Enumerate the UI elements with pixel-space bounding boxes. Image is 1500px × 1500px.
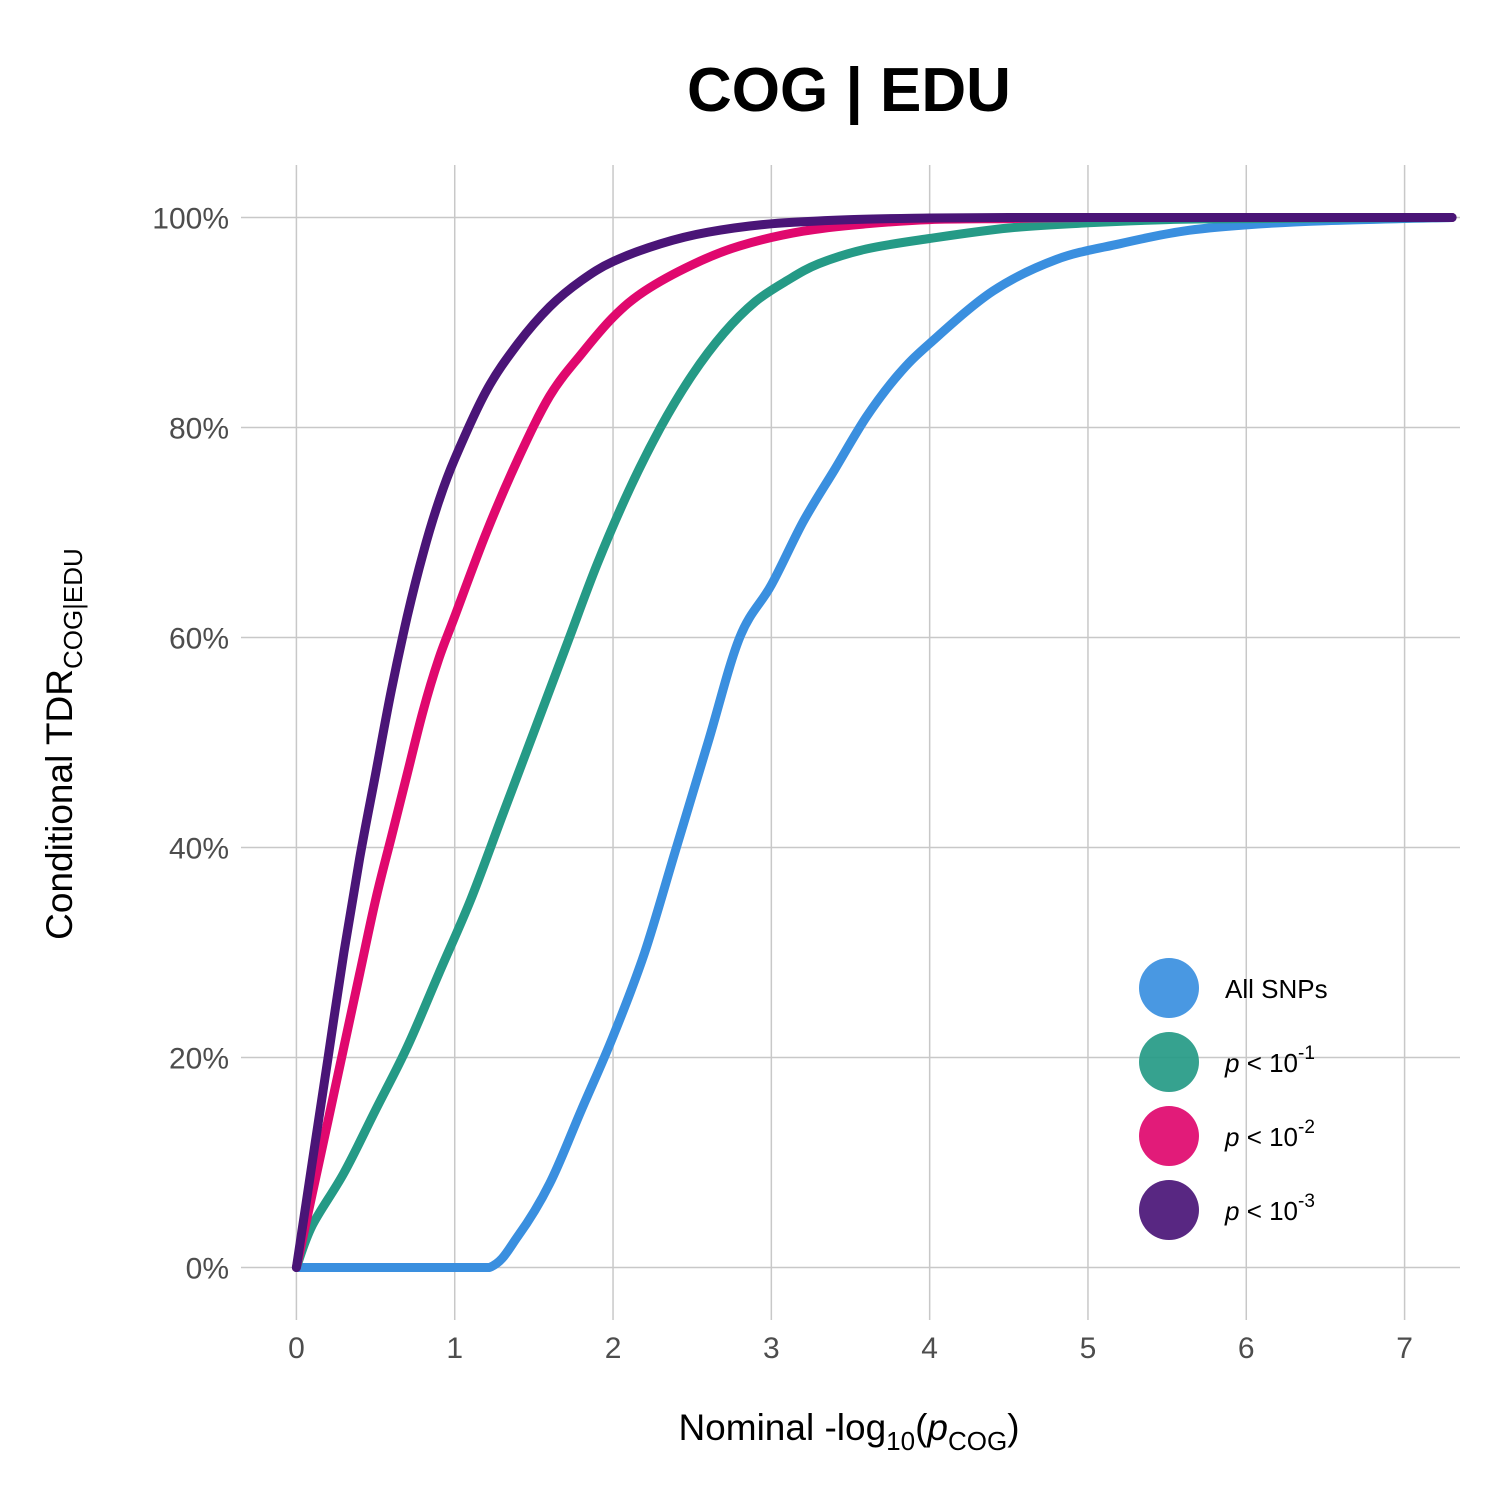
legend: All SNPs p < 10-1 p < 10-2 p < 10-3 [1139,958,1328,1240]
legend-swatch-p-lt-1e-3 [1139,1180,1199,1240]
x-axis-title-paren-close: ) [1007,1407,1019,1448]
y-axis-title: Conditional TDRCOG|EDU [39,548,88,940]
legend-swatch-all-snps [1139,958,1199,1018]
series-lines [291,212,1457,1273]
x-axis-title: Nominal -log10(pCOG) [678,1407,1019,1456]
x-tick-label: 2 [605,1332,622,1365]
y-tick-label: 40% [169,833,229,866]
x-tick-label: 5 [1080,1332,1097,1365]
chart-title: COG | EDU [687,56,1011,126]
y-tick-label: 0% [186,1253,229,1286]
x-tick-label: 0 [288,1332,305,1365]
x-tick-label: 7 [1396,1332,1413,1365]
x-tick-label: 6 [1238,1332,1255,1365]
series-line-all-snps [291,213,1457,1273]
x-axis-title-subscript: 10 [886,1426,915,1456]
series-line-p-lt-1e-1 [291,213,1457,1272]
x-axis-title-italic-subscript: COG [948,1426,1007,1456]
x-axis-title-paren-open: ( [915,1407,928,1448]
y-tick-label: 80% [169,413,229,446]
x-axis-title-italic-p: p [926,1407,948,1448]
legend-label-p-lt-1e-2: p < 10-2 [1224,1117,1315,1152]
y-tick-label: 100% [152,203,229,236]
y-tick-label: 20% [169,1043,229,1076]
legend-swatch-p-lt-1e-1 [1139,1032,1199,1092]
legend-swatch-p-lt-1e-2 [1139,1106,1199,1166]
y-tick-label: 60% [169,623,229,656]
legend-label-p-lt-1e-1: p < 10-1 [1224,1043,1315,1078]
x-tick-label: 4 [921,1332,938,1365]
x-tick-label: 3 [763,1332,780,1365]
tick-labels: 0 1 2 3 4 5 6 7 0% 20% 40% 60% 80% 100% [152,203,1413,1366]
y-axis-title-subscript: COG|EDU [58,548,88,669]
y-axis-title-main: Conditional TDR [39,669,80,940]
x-tick-label: 1 [446,1332,463,1365]
x-axis-title-main: Nominal -log [678,1407,886,1448]
series-line-p-lt-1e-3 [291,212,1457,1272]
legend-label-all-snps: All SNPs [1225,974,1328,1004]
legend-label-p-lt-1e-3: p < 10-3 [1224,1191,1315,1226]
